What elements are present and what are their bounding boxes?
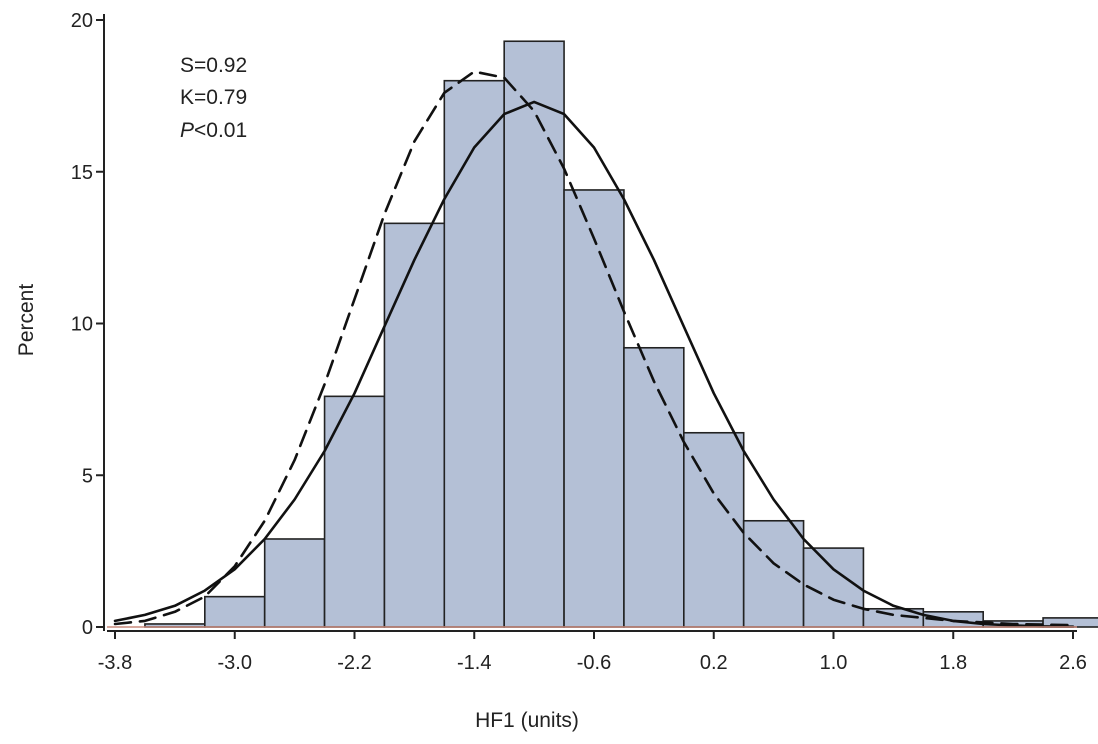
density-curves bbox=[113, 70, 1075, 629]
x-tick-label: -0.6 bbox=[577, 652, 611, 674]
x-tick-label: -3.8 bbox=[98, 652, 132, 674]
histogram-bar bbox=[204, 595, 266, 628]
y-axis-ticks: 0 5 10 15 20 bbox=[71, 10, 104, 639]
x-tick-label: -2.2 bbox=[337, 652, 371, 674]
x-tick-label: 0.2 bbox=[700, 652, 728, 674]
dashed-density-curve bbox=[113, 70, 1075, 627]
p-value-threshold: <0.01 bbox=[194, 119, 247, 142]
y-tick-label: 10 bbox=[71, 314, 93, 336]
x-tick-label: 2.6 bbox=[1059, 652, 1087, 674]
histogram-bar bbox=[623, 346, 685, 628]
kurtosis-annotation: K=0.79 bbox=[180, 86, 247, 109]
histogram-bar bbox=[383, 222, 446, 628]
skewness-annotation: S=0.92 bbox=[180, 54, 247, 77]
histogram-bar bbox=[802, 547, 865, 628]
y-tick-label: 15 bbox=[71, 162, 93, 184]
x-axis-title: HF1 (units) bbox=[475, 709, 579, 732]
x-tick-label: 1.0 bbox=[820, 652, 848, 674]
histogram-bar bbox=[503, 40, 565, 628]
p-value-symbol: P bbox=[180, 119, 194, 142]
histogram-bar bbox=[742, 519, 805, 628]
x-tick-label: -1.4 bbox=[457, 652, 491, 674]
histogram-bar bbox=[563, 189, 625, 628]
x-axis-ticks: -3.8 -3.0 -2.2 -1.4 -0.6 0.2 1.0 1.8 2.6 bbox=[98, 631, 1087, 674]
normal-density-curve bbox=[113, 100, 1075, 629]
histogram-bar bbox=[683, 431, 745, 628]
y-axis-title: Percent bbox=[15, 284, 38, 357]
histogram-bar bbox=[443, 79, 505, 628]
x-tick-label: -3.0 bbox=[218, 652, 252, 674]
histogram-bar bbox=[263, 538, 326, 628]
bar-group bbox=[144, 40, 1098, 628]
y-tick-label: 5 bbox=[82, 465, 93, 487]
p-value-annotation: P<0.01 bbox=[180, 119, 247, 142]
y-tick-label: 0 bbox=[82, 617, 93, 639]
y-tick-label: 20 bbox=[71, 10, 93, 32]
x-tick-label: 1.8 bbox=[939, 652, 967, 674]
